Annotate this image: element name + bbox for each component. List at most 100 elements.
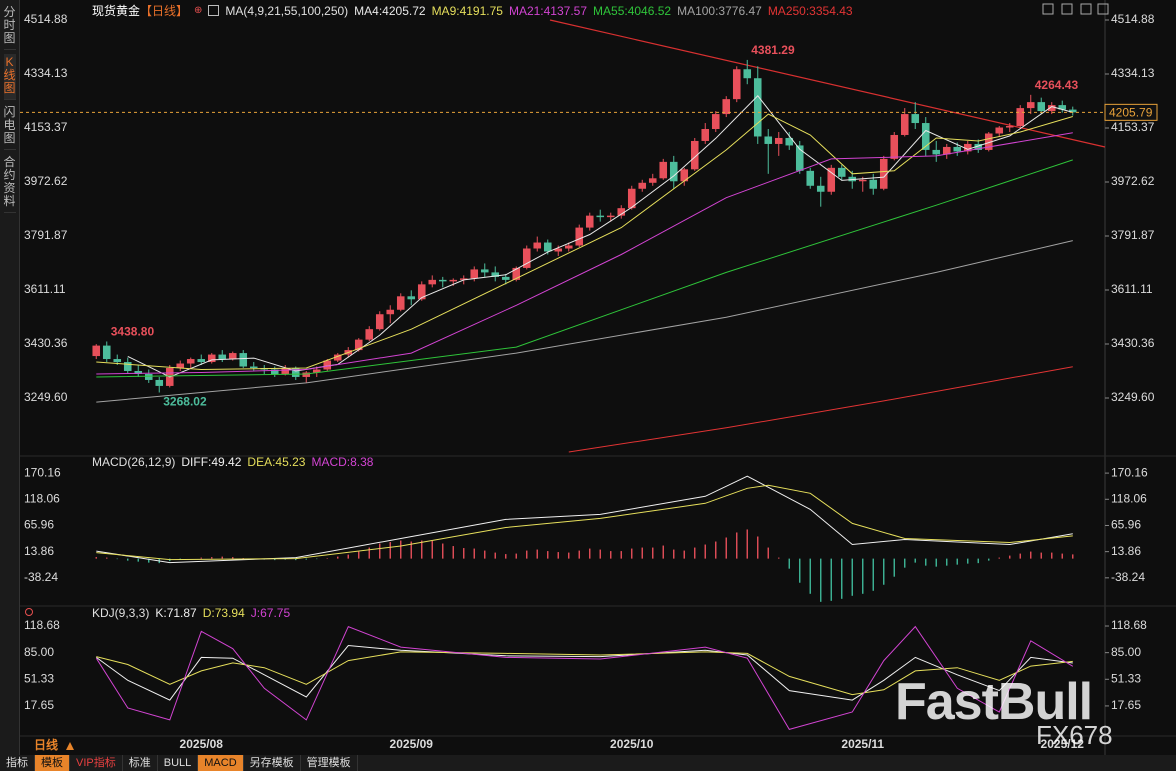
y-tick-label: 17.65 <box>1111 698 1141 712</box>
candle-body <box>1026 102 1035 109</box>
icon-button[interactable] <box>1042 3 1054 15</box>
candle-body <box>186 359 195 364</box>
sidebar-tab[interactable]: K线图 <box>3 54 16 100</box>
candle-body <box>228 353 237 360</box>
candle-body <box>1058 105 1067 110</box>
y-tick-label: 17.65 <box>24 698 54 712</box>
checkbox-icon[interactable] <box>208 5 220 16</box>
last-price-label: 4205.79 <box>1109 106 1153 120</box>
toolbar-button[interactable]: BULL <box>158 755 199 771</box>
toolbar-button[interactable]: MACD <box>198 755 244 771</box>
y-tick-label: 3430.36 <box>24 336 68 350</box>
candle-body <box>449 279 458 282</box>
candle-body <box>974 143 983 150</box>
sidebar-tab[interactable]: 闪电图 <box>3 104 16 150</box>
period-title[interactable]: 【日线】 <box>140 4 189 18</box>
candle-body <box>396 296 405 310</box>
candle-body <box>428 279 437 285</box>
y-tick-label: 65.96 <box>24 518 54 532</box>
y-tick-label: 51.33 <box>1111 671 1141 685</box>
legend-entry: MA55:4046.52 <box>593 3 672 18</box>
candle-body <box>596 215 605 218</box>
candle-body <box>564 245 573 249</box>
period-label: 日线 <box>34 737 58 752</box>
y-tick-label: 118.06 <box>1111 491 1147 505</box>
y-tick-label: 4514.88 <box>24 12 68 26</box>
series-line <box>96 475 1073 564</box>
y-tick-label: 118.68 <box>1111 618 1147 632</box>
candle-body <box>113 359 122 363</box>
extreme-label: 3268.02 <box>163 395 207 409</box>
toolbar-button[interactable]: VIP指标 <box>70 755 123 771</box>
candle-body <box>995 127 1004 134</box>
candle-body <box>144 373 153 380</box>
candle-body <box>711 114 720 130</box>
candle-body <box>197 359 206 363</box>
icon-button[interactable] <box>1080 3 1092 15</box>
legend-entry: DIFF:49.42 <box>181 455 242 469</box>
candle-body <box>827 167 836 192</box>
candle-body <box>900 114 909 135</box>
period-arrow[interactable] <box>66 742 74 750</box>
toolbar-button[interactable]: 另存模板 <box>244 755 301 771</box>
y-tick-label: 4334.13 <box>24 66 68 80</box>
candle-body <box>858 179 867 182</box>
candle-body <box>512 267 521 280</box>
candle-body <box>743 69 752 79</box>
candle-body <box>911 114 920 124</box>
icon-button[interactable] <box>1097 3 1109 15</box>
candle-body <box>627 188 636 209</box>
y-tick-label: 51.33 <box>24 671 54 685</box>
candle-body <box>291 368 300 377</box>
candle-body <box>1037 102 1046 112</box>
candle-body <box>1047 105 1056 112</box>
candle-body <box>459 278 468 280</box>
y-tick-label: 13.86 <box>24 544 54 558</box>
panel-title: MACD(26,12,9) <box>92 455 176 469</box>
y-tick-label: 170.16 <box>24 465 61 479</box>
candle-body <box>848 176 857 182</box>
candle-body <box>543 242 552 252</box>
candle-body <box>701 129 710 141</box>
candle-body <box>333 354 342 361</box>
x-tick-label: 2025/08 <box>180 737 224 751</box>
series-line <box>96 159 1073 378</box>
candle-body <box>795 145 804 171</box>
toolbar-button[interactable]: 管理模板 <box>301 755 358 771</box>
y-tick-label: 3249.60 <box>24 390 68 404</box>
y-tick-label: 3972.62 <box>1111 174 1155 188</box>
candle-body <box>869 179 878 189</box>
toolbar-button[interactable]: 指标 <box>0 755 35 771</box>
legend-entry: D:73.94 <box>202 606 245 620</box>
y-tick-label: 3611.11 <box>1111 282 1153 296</box>
candle-body <box>575 227 584 246</box>
candle-body <box>480 269 489 273</box>
candle-body <box>270 369 279 374</box>
sidebar-tab[interactable]: 合约资料 <box>3 154 16 213</box>
y-tick-label: 4153.37 <box>1111 120 1155 134</box>
watermark-code: FX678 <box>1036 720 1113 750</box>
candle-body <box>407 296 416 300</box>
sidebar-tab[interactable]: 分时图 <box>3 4 16 50</box>
candle-body <box>375 314 384 330</box>
candle-body <box>123 362 132 371</box>
candle-body <box>533 242 542 249</box>
toolbar-button[interactable]: 模板 <box>35 755 70 771</box>
candle-body <box>953 146 962 152</box>
macd-header: MACD(26,12,9) DIFF:49.42 DEA:45.23 MACD:8.3… <box>92 455 373 469</box>
y-tick-label: -38.24 <box>1111 570 1145 584</box>
candle-body <box>501 276 510 280</box>
candle-body <box>312 369 321 373</box>
last-price-box <box>1104 103 1158 121</box>
add-icon[interactable]: ⊕ <box>194 5 203 16</box>
y-tick-label: 118.68 <box>24 618 60 632</box>
icon-button[interactable] <box>1061 3 1073 15</box>
toolbar-button[interactable]: 标准 <box>123 755 158 771</box>
candle-body <box>249 366 258 369</box>
candle-body <box>134 370 143 374</box>
series-line <box>568 366 1073 453</box>
panel-icon[interactable] <box>25 608 33 616</box>
x-tick-label: 2025/12 <box>1041 737 1085 751</box>
candle-body <box>837 167 846 177</box>
watermark: FastBull <box>895 673 1093 731</box>
